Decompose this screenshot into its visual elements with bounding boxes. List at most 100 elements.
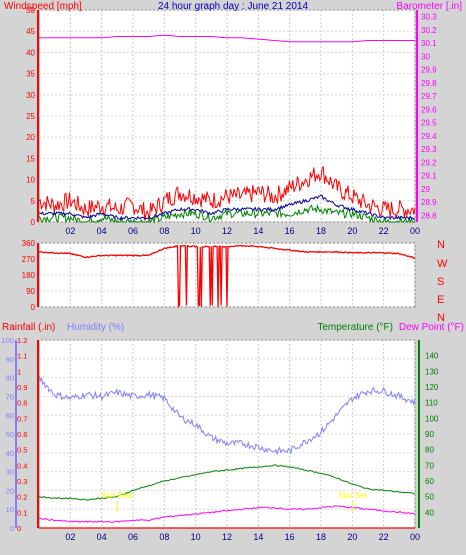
hour-tick-label: 02 xyxy=(65,532,75,542)
temperature-axis-tick: 70 xyxy=(425,461,434,470)
rain-axis-tick: 1.2 xyxy=(17,336,27,345)
temperature-axis-tick: 40 xyxy=(425,508,434,517)
wind-axis-tick: 5 xyxy=(31,197,36,206)
hour-tick-label: 04 xyxy=(97,532,107,542)
rain-axis-tick: 0.1 xyxy=(17,508,27,517)
rain-axis-tick: 0 xyxy=(17,524,21,533)
hour-tick-label: 12 xyxy=(222,532,232,542)
compass-label: S xyxy=(437,276,444,288)
hour-tick-label: 02 xyxy=(65,226,75,236)
rain-axis-tick: 0.8 xyxy=(17,399,27,408)
rain-axis-tick: 0.5 xyxy=(17,446,27,455)
rain-axis-tick: 0.4 xyxy=(17,461,27,470)
wind-axis-tick: 20 xyxy=(26,133,35,142)
barometer-axis-tick: 29.3 xyxy=(421,145,437,154)
humidity-axis-tick: 80 xyxy=(6,374,14,383)
hour-tick-label: 14 xyxy=(253,226,263,236)
winddir-axis-tick: 360 xyxy=(22,239,36,248)
rain-axis-tick: 0.9 xyxy=(17,383,27,392)
barometer-axis-tick: 29.2 xyxy=(421,158,437,167)
temperature-axis-label: Temperature (°F) xyxy=(317,322,393,333)
humidity-axis-tick: 10 xyxy=(6,505,14,514)
rain-axis-label: Rainfall (.in) xyxy=(2,322,55,333)
hour-tick-label: 22 xyxy=(379,532,389,542)
barometer-axis-tick: 29.7 xyxy=(421,92,437,101)
barometer-axis-tick: 28.9 xyxy=(421,198,437,207)
hour-tick-label: 16 xyxy=(285,226,295,236)
hour-tick-label: 06 xyxy=(128,532,138,542)
humidity-axis-label: Humidity (%) xyxy=(67,322,124,333)
temperature-axis-tick: 90 xyxy=(425,430,434,439)
winddir-line xyxy=(38,244,416,309)
wind-axis-tick: 35 xyxy=(26,70,35,79)
temperature-axis-tick: 110 xyxy=(425,399,438,408)
winddir-axis-tick: 270 xyxy=(22,255,36,264)
humidity-axis-tick: 0 xyxy=(10,524,14,533)
rain-axis-tick: 0.2 xyxy=(17,493,27,502)
temperature-axis-tick: 60 xyxy=(425,477,434,486)
temperature-axis-tick: 140 xyxy=(425,352,439,361)
temperature-axis-tick: 130 xyxy=(425,367,439,376)
compass-label: W xyxy=(437,258,448,270)
sunset-label: Sun Set xyxy=(338,491,367,500)
humidity-line xyxy=(38,374,416,456)
wind-min-line xyxy=(38,203,415,224)
rain-axis-tick: 0.7 xyxy=(17,414,27,423)
hour-tick-label: 06 xyxy=(128,226,138,236)
barometer-axis-tick: 30.2 xyxy=(421,26,437,35)
rain-axis-tick: 1 xyxy=(17,367,21,376)
barometer-axis-tick: 30.1 xyxy=(421,39,437,48)
wind-axis-label: Windspeed [mph] xyxy=(4,1,82,12)
wind-axis-tick: 10 xyxy=(26,176,35,185)
hour-tick-label: 10 xyxy=(191,226,201,236)
wind-avg-line xyxy=(38,194,416,221)
wind-gust-line xyxy=(38,166,416,221)
barometer-axis-tick: 28.8 xyxy=(421,211,437,220)
humidity-axis-tick: 60 xyxy=(6,411,14,420)
wind-axis-tick: 15 xyxy=(26,154,35,163)
barometer-axis-label: Barometer [.in] xyxy=(396,1,462,12)
wind-axis-tick: 50 xyxy=(26,6,35,15)
wind-axis-tick: 30 xyxy=(26,91,35,100)
hour-tick-label: 12 xyxy=(222,226,232,236)
compass-label: E xyxy=(437,294,444,306)
rain-axis-tick: 1.1 xyxy=(17,352,27,361)
barometer-axis-tick: 29.6 xyxy=(421,105,437,114)
barometer-axis-tick: 30.3 xyxy=(421,13,437,22)
temperature-axis-tick: 120 xyxy=(425,383,439,392)
hour-tick-label: 00 xyxy=(410,532,420,542)
barometer-axis-tick: 29.9 xyxy=(421,66,437,75)
humidity-axis-tick: 20 xyxy=(6,486,14,495)
winddir-axis-tick: 0 xyxy=(31,303,36,312)
temperature-axis-tick: 50 xyxy=(425,493,434,502)
compass-label: N xyxy=(437,239,445,251)
barometer-line xyxy=(39,34,415,43)
barometer-axis-tick: 29.1 xyxy=(421,172,437,181)
winddir-axis-tick: 180 xyxy=(22,271,36,280)
hour-tick-label: 18 xyxy=(316,532,326,542)
hour-tick-label: 16 xyxy=(285,532,295,542)
barometer-axis-tick: 29 xyxy=(421,185,430,194)
hour-tick-label: 04 xyxy=(97,226,107,236)
wind-axis-tick: 45 xyxy=(26,27,35,36)
barometer-axis-tick: 30 xyxy=(421,52,430,61)
barometer-axis-tick: 29.5 xyxy=(421,119,437,128)
winddir-axis-tick: 90 xyxy=(26,287,35,296)
humidity-axis-tick: 70 xyxy=(6,392,14,401)
humidity-axis-tick: 90 xyxy=(6,355,14,364)
hour-tick-label: 00 xyxy=(410,226,420,236)
wind-axis-tick: 25 xyxy=(26,112,35,121)
hour-tick-label: 10 xyxy=(191,532,201,542)
dewpoint-axis-label: Dew Point (°F) xyxy=(399,322,464,333)
rain-axis-tick: 0.6 xyxy=(17,430,27,439)
temperature-line xyxy=(38,464,416,501)
hour-tick-label: 18 xyxy=(316,226,326,236)
hour-tick-label: 20 xyxy=(347,532,357,542)
wind-axis-tick: 0 xyxy=(31,218,36,227)
wind-axis-tick: 40 xyxy=(26,48,35,57)
hour-tick-label: 08 xyxy=(159,226,169,236)
chart-title: 24 hour graph day : June 21 2014 xyxy=(158,1,309,12)
humidity-axis-tick: 100 xyxy=(1,336,14,345)
